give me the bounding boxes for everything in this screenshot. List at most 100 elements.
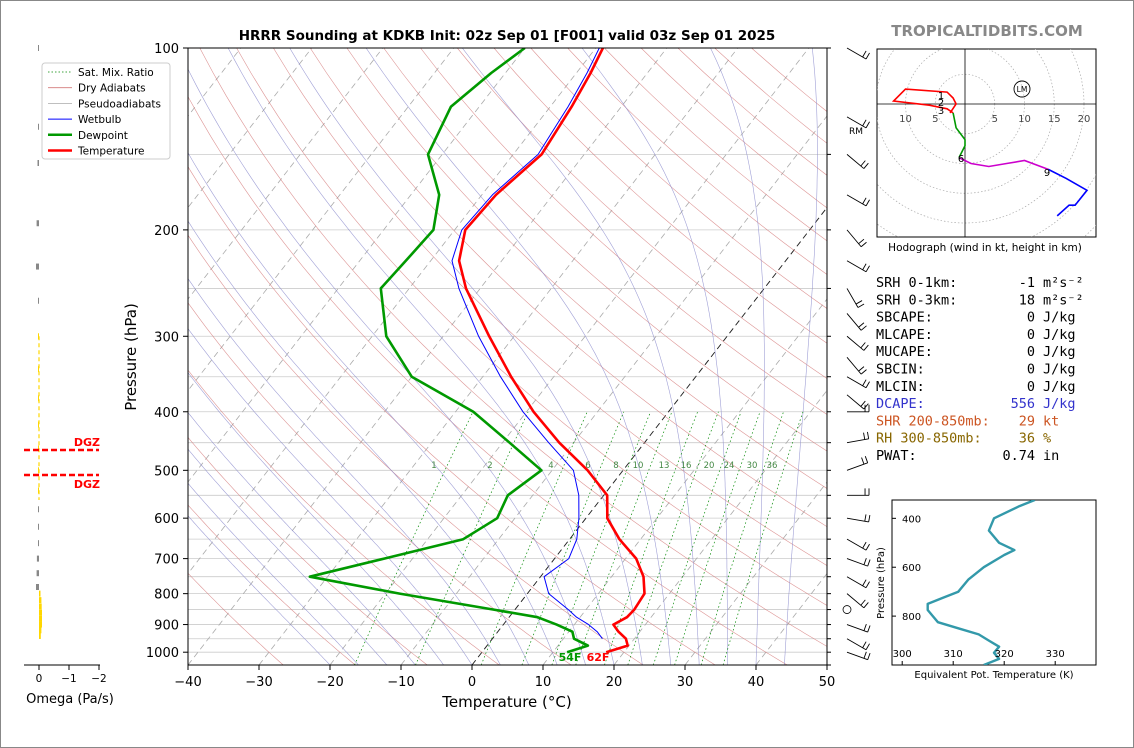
dry-adiabat-line xyxy=(188,166,716,665)
omega-bar xyxy=(39,615,42,622)
isotherm-line xyxy=(188,48,455,392)
theta-e-frame xyxy=(891,499,1097,666)
mixing-ratio-label: 4 xyxy=(548,461,553,471)
temperature-profile xyxy=(457,48,646,654)
barb-flag xyxy=(863,558,867,565)
barb-flag xyxy=(860,160,866,167)
barb-staff xyxy=(846,229,862,248)
stat-label: SBCIN: xyxy=(876,362,925,378)
mixing-ratio-label: 10 xyxy=(633,461,644,471)
hodograph-tick-label: 15 xyxy=(1048,114,1061,125)
x-tick-label: 20 xyxy=(606,675,623,690)
barb-staff xyxy=(846,438,869,444)
stat-label: SBCAPE: xyxy=(876,310,933,326)
hodograph-tick-label: 10 xyxy=(899,114,912,125)
omega-bar xyxy=(38,523,39,530)
wetbulb-profile xyxy=(451,48,603,639)
hodograph-height-label: 3 xyxy=(938,106,944,117)
barb-flag xyxy=(863,651,867,659)
theta-e-y-label: Pressure (hPa) xyxy=(876,547,887,619)
barb-flag xyxy=(864,456,869,463)
barb-flag xyxy=(857,303,865,308)
skewt-background-lines xyxy=(188,48,827,665)
barb-flag xyxy=(863,162,869,169)
dry-adiabat-line xyxy=(346,48,827,489)
theta-e-y-tick-label: 400 xyxy=(902,514,921,525)
barb-flag xyxy=(861,457,865,465)
theta-e-y-tick-label: 800 xyxy=(902,612,921,623)
barb-flag xyxy=(863,623,867,631)
barb-flag xyxy=(864,514,867,522)
stat-label: DCAPE: xyxy=(876,396,925,412)
wind-barb xyxy=(846,335,869,351)
surface-temperature-label: 62F xyxy=(587,651,610,664)
hodograph-segment xyxy=(891,88,958,114)
surface-dewpoint-label: 54F xyxy=(559,651,582,664)
hodograph-title: Hodograph (wind in kt, height in km) xyxy=(888,242,1082,254)
barb-staff xyxy=(846,593,865,609)
dry-adiabat-line xyxy=(236,48,827,606)
barb-flag xyxy=(863,403,869,410)
omega-bar xyxy=(36,263,39,270)
mixing-ratio-label: 20 xyxy=(704,461,715,471)
barb-flag xyxy=(867,559,871,567)
wind-barb xyxy=(846,229,867,248)
isotherm-line xyxy=(258,48,739,665)
wind-barb xyxy=(846,623,871,633)
y-tick-label: 400 xyxy=(154,406,179,421)
theta-e-x-label: Equivalent Pot. Temperature (K) xyxy=(914,670,1073,681)
omega-bar xyxy=(39,609,42,616)
stat-label: SHR 200-850mb: xyxy=(876,413,990,429)
lm-marker-label: LM xyxy=(1017,85,1028,94)
barb-flag xyxy=(860,325,867,331)
isotherm-line xyxy=(329,48,810,665)
isotherm-line xyxy=(188,48,668,665)
y-tick-label: 1000 xyxy=(146,646,179,661)
hodograph-frame xyxy=(876,48,1097,238)
wind-barbs xyxy=(842,47,871,661)
stat-label: SRH 0-1km: xyxy=(876,275,957,291)
rm-marker-label: RM xyxy=(849,127,863,137)
wind-barb xyxy=(846,376,870,389)
omega-tick-label: −2 xyxy=(91,673,106,685)
dry-adiabat-line xyxy=(530,48,827,309)
stat-value: 18 xyxy=(1019,292,1035,308)
stat-value: 0 xyxy=(1027,327,1035,343)
moist-adiabat-line xyxy=(188,448,388,665)
moist-adiabat-line xyxy=(188,220,530,665)
stat-label: MLCIN: xyxy=(876,379,925,395)
mixing-ratio-line xyxy=(722,411,804,665)
hodograph-height-label: 2 xyxy=(938,98,944,109)
barb-flag xyxy=(862,541,867,549)
stat-value: 36 xyxy=(1019,431,1035,447)
barb-flag xyxy=(855,300,863,305)
theta-e-plot xyxy=(926,500,1036,665)
moist-adiabat-line xyxy=(188,328,473,665)
stat-unit: m²s⁻² xyxy=(1043,275,1084,291)
stat-value: 29 xyxy=(1019,413,1035,429)
dry-adiabat-line xyxy=(188,436,428,665)
barb-flag xyxy=(862,263,867,271)
mixing-ratio-line xyxy=(674,411,761,665)
isotherm-line xyxy=(613,389,827,665)
moist-adiabat-line xyxy=(581,48,728,665)
barb-flag xyxy=(863,344,869,351)
y-tick-label: 700 xyxy=(154,553,179,568)
wind-barb xyxy=(846,154,869,169)
watermark: TROPICALTIDBITS.COM xyxy=(891,22,1083,40)
hodograph-height-label: 9 xyxy=(1044,168,1050,179)
moist-adiabat-line xyxy=(188,152,558,665)
mixing-ratio-line xyxy=(652,411,742,665)
mixing-ratio-label: 13 xyxy=(659,461,670,471)
barb-flag xyxy=(865,381,870,388)
barb-flag xyxy=(858,322,865,328)
wind-barb xyxy=(846,194,870,207)
omega-bar xyxy=(36,555,39,562)
dgz-bottom-label: DGZ xyxy=(74,478,100,491)
barb-flag xyxy=(862,50,867,58)
wind-barb xyxy=(846,456,869,471)
moist-adiabat-line xyxy=(784,48,818,665)
wind-barb xyxy=(846,116,870,129)
stat-value: 0 xyxy=(1027,344,1035,360)
